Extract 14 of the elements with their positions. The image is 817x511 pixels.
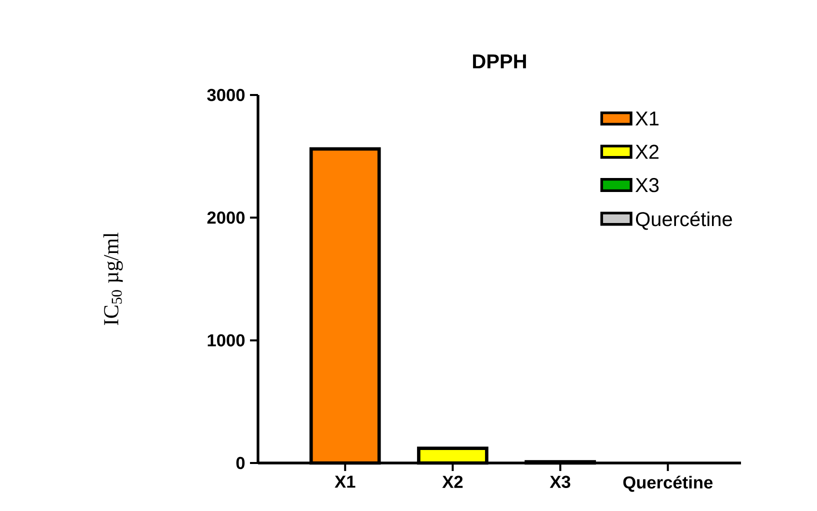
x-tick-label: X3 — [550, 476, 570, 488]
legend-label: X2 — [635, 144, 658, 159]
chart-title: DPPH — [473, 54, 526, 68]
legend-label: Quercétine — [636, 211, 732, 230]
y-tick-label: 0 — [236, 456, 245, 470]
y-tick-label: 3000 — [207, 88, 245, 102]
x-tick-label: X2 — [442, 476, 463, 488]
x-tick-label: Quercétine — [623, 476, 713, 492]
y-tick-label: 1000 — [208, 334, 245, 346]
legend-label: X1 — [635, 112, 659, 126]
y-axis-title: IC$_{50}$ µg/ml — [103, 232, 123, 326]
y-tick-label: 2000 — [207, 212, 245, 224]
legend-label: X3 — [635, 178, 659, 192]
x-tick-label: X1 — [334, 476, 356, 488]
